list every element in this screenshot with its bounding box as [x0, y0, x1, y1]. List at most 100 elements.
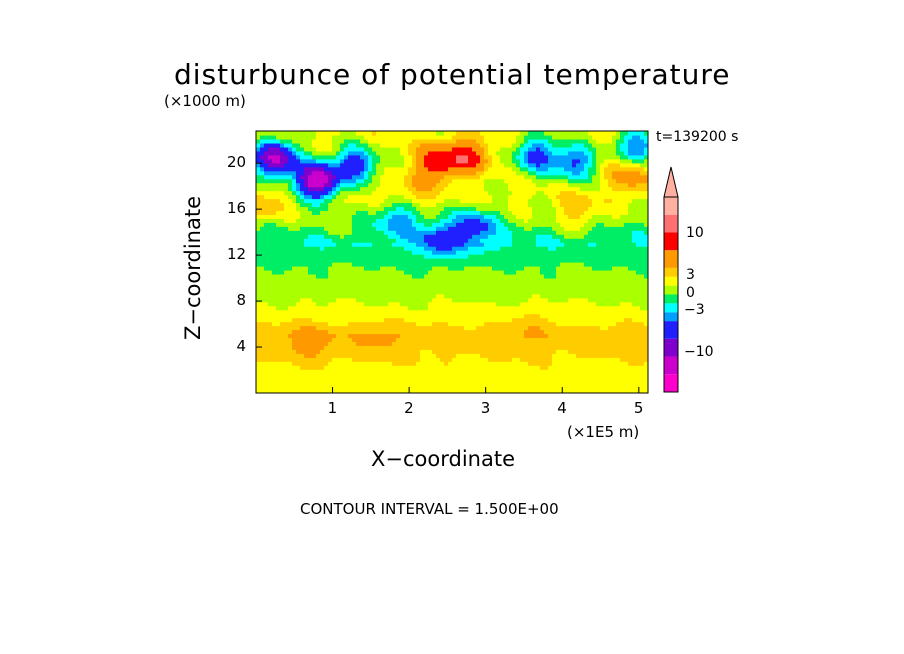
heatmap-cell [276, 198, 281, 204]
heatmap-cell [452, 369, 457, 374]
heatmap-cell [524, 333, 529, 339]
heatmap-cell [400, 273, 405, 279]
heatmap-cell [544, 262, 549, 267]
heatmap-cell [604, 293, 609, 299]
heatmap-cell [576, 337, 581, 342]
heatmap-cell [384, 258, 389, 263]
heatmap-cell [448, 337, 453, 342]
heatmap-cell [360, 345, 365, 350]
heatmap-cell [404, 329, 409, 335]
heatmap-cell [496, 329, 501, 335]
heatmap-cell [536, 369, 541, 374]
heatmap-cell [564, 226, 569, 231]
heatmap-cell [632, 202, 637, 208]
heatmap-cell [500, 246, 505, 251]
heatmap-cell [560, 321, 565, 327]
heatmap-cell [428, 194, 433, 200]
heatmap-cell [432, 262, 437, 267]
heatmap-cell [504, 325, 509, 331]
heatmap-cell [412, 285, 417, 291]
heatmap-cell [288, 254, 293, 259]
heatmap-cell [572, 337, 577, 342]
heatmap-cell [336, 337, 341, 342]
heatmap-cell [520, 361, 525, 366]
heatmap-cell [316, 246, 321, 251]
heatmap-cell [472, 226, 477, 231]
heatmap-cell [420, 305, 425, 311]
heatmap-cell [624, 281, 629, 287]
heatmap-cell [604, 325, 609, 331]
heatmap-cell [492, 333, 497, 339]
heatmap-cell [540, 333, 545, 339]
heatmap-cell [564, 329, 569, 335]
heatmap-cell [264, 309, 269, 315]
heatmap-cell [616, 230, 621, 235]
heatmap-cell [624, 262, 629, 267]
heatmap-cell [396, 254, 401, 259]
heatmap-cell [292, 333, 297, 339]
heatmap-cell [508, 222, 513, 227]
heatmap-cell [524, 198, 529, 204]
heatmap-cell [440, 226, 445, 231]
heatmap-cell [612, 381, 617, 386]
heatmap-cell [416, 297, 421, 303]
heatmap-cell [644, 226, 648, 231]
heatmap-cell [516, 353, 521, 358]
heatmap-cell [304, 357, 309, 362]
heatmap-cell [548, 254, 553, 259]
heatmap-cell [512, 226, 517, 231]
heatmap-cell [504, 226, 509, 231]
heatmap-cell [588, 293, 593, 299]
heatmap-cell [284, 345, 289, 350]
heatmap-cell [644, 254, 648, 259]
heatmap-cell [644, 262, 648, 267]
heatmap-cell [272, 242, 277, 247]
heatmap-cell [644, 285, 648, 291]
heatmap-cell [524, 218, 529, 223]
heatmap-cell [440, 198, 445, 204]
heatmap-cell [452, 365, 457, 370]
heatmap-cell [472, 273, 477, 279]
heatmap-cell [604, 341, 609, 346]
heatmap-cell [536, 262, 541, 267]
heatmap-cell [364, 242, 369, 247]
heatmap-cell [636, 325, 641, 331]
heatmap-cell [272, 250, 277, 255]
heatmap-cell [312, 258, 317, 263]
heatmap-cell [628, 309, 633, 315]
heatmap-cell [560, 329, 565, 335]
heatmap-cell [276, 313, 281, 319]
heatmap-cell [396, 277, 401, 283]
heatmap-cell [304, 369, 309, 374]
heatmap-cell [568, 214, 573, 219]
heatmap-cell [616, 214, 621, 219]
heatmap-cell [320, 297, 325, 303]
heatmap-cell [276, 289, 281, 295]
heatmap-cell [560, 357, 565, 362]
heatmap-cell [448, 361, 453, 366]
heatmap-cell [492, 262, 497, 267]
heatmap-cell [560, 313, 565, 319]
heatmap-cell [608, 317, 613, 323]
heatmap-cell [632, 265, 637, 271]
heatmap-cell [636, 250, 641, 255]
heatmap-cell [256, 381, 261, 386]
heatmap-cell [568, 305, 573, 311]
heatmap-cell [308, 285, 313, 291]
heatmap-cell [308, 250, 313, 255]
heatmap-cell [508, 297, 513, 303]
heatmap-cell [464, 242, 469, 247]
heatmap-cell [596, 250, 601, 255]
heatmap-cell [568, 226, 573, 231]
heatmap-cell [568, 377, 573, 382]
heatmap-cell [612, 281, 617, 287]
heatmap-cell [428, 265, 433, 271]
heatmap-cell [388, 361, 393, 366]
heatmap-cell [424, 222, 429, 227]
heatmap-cell [460, 341, 465, 346]
heatmap-cell [344, 337, 349, 342]
heatmap-cell [264, 277, 269, 283]
heatmap-cell [460, 329, 465, 335]
heatmap-cell [600, 210, 605, 215]
heatmap-cell [628, 333, 633, 339]
